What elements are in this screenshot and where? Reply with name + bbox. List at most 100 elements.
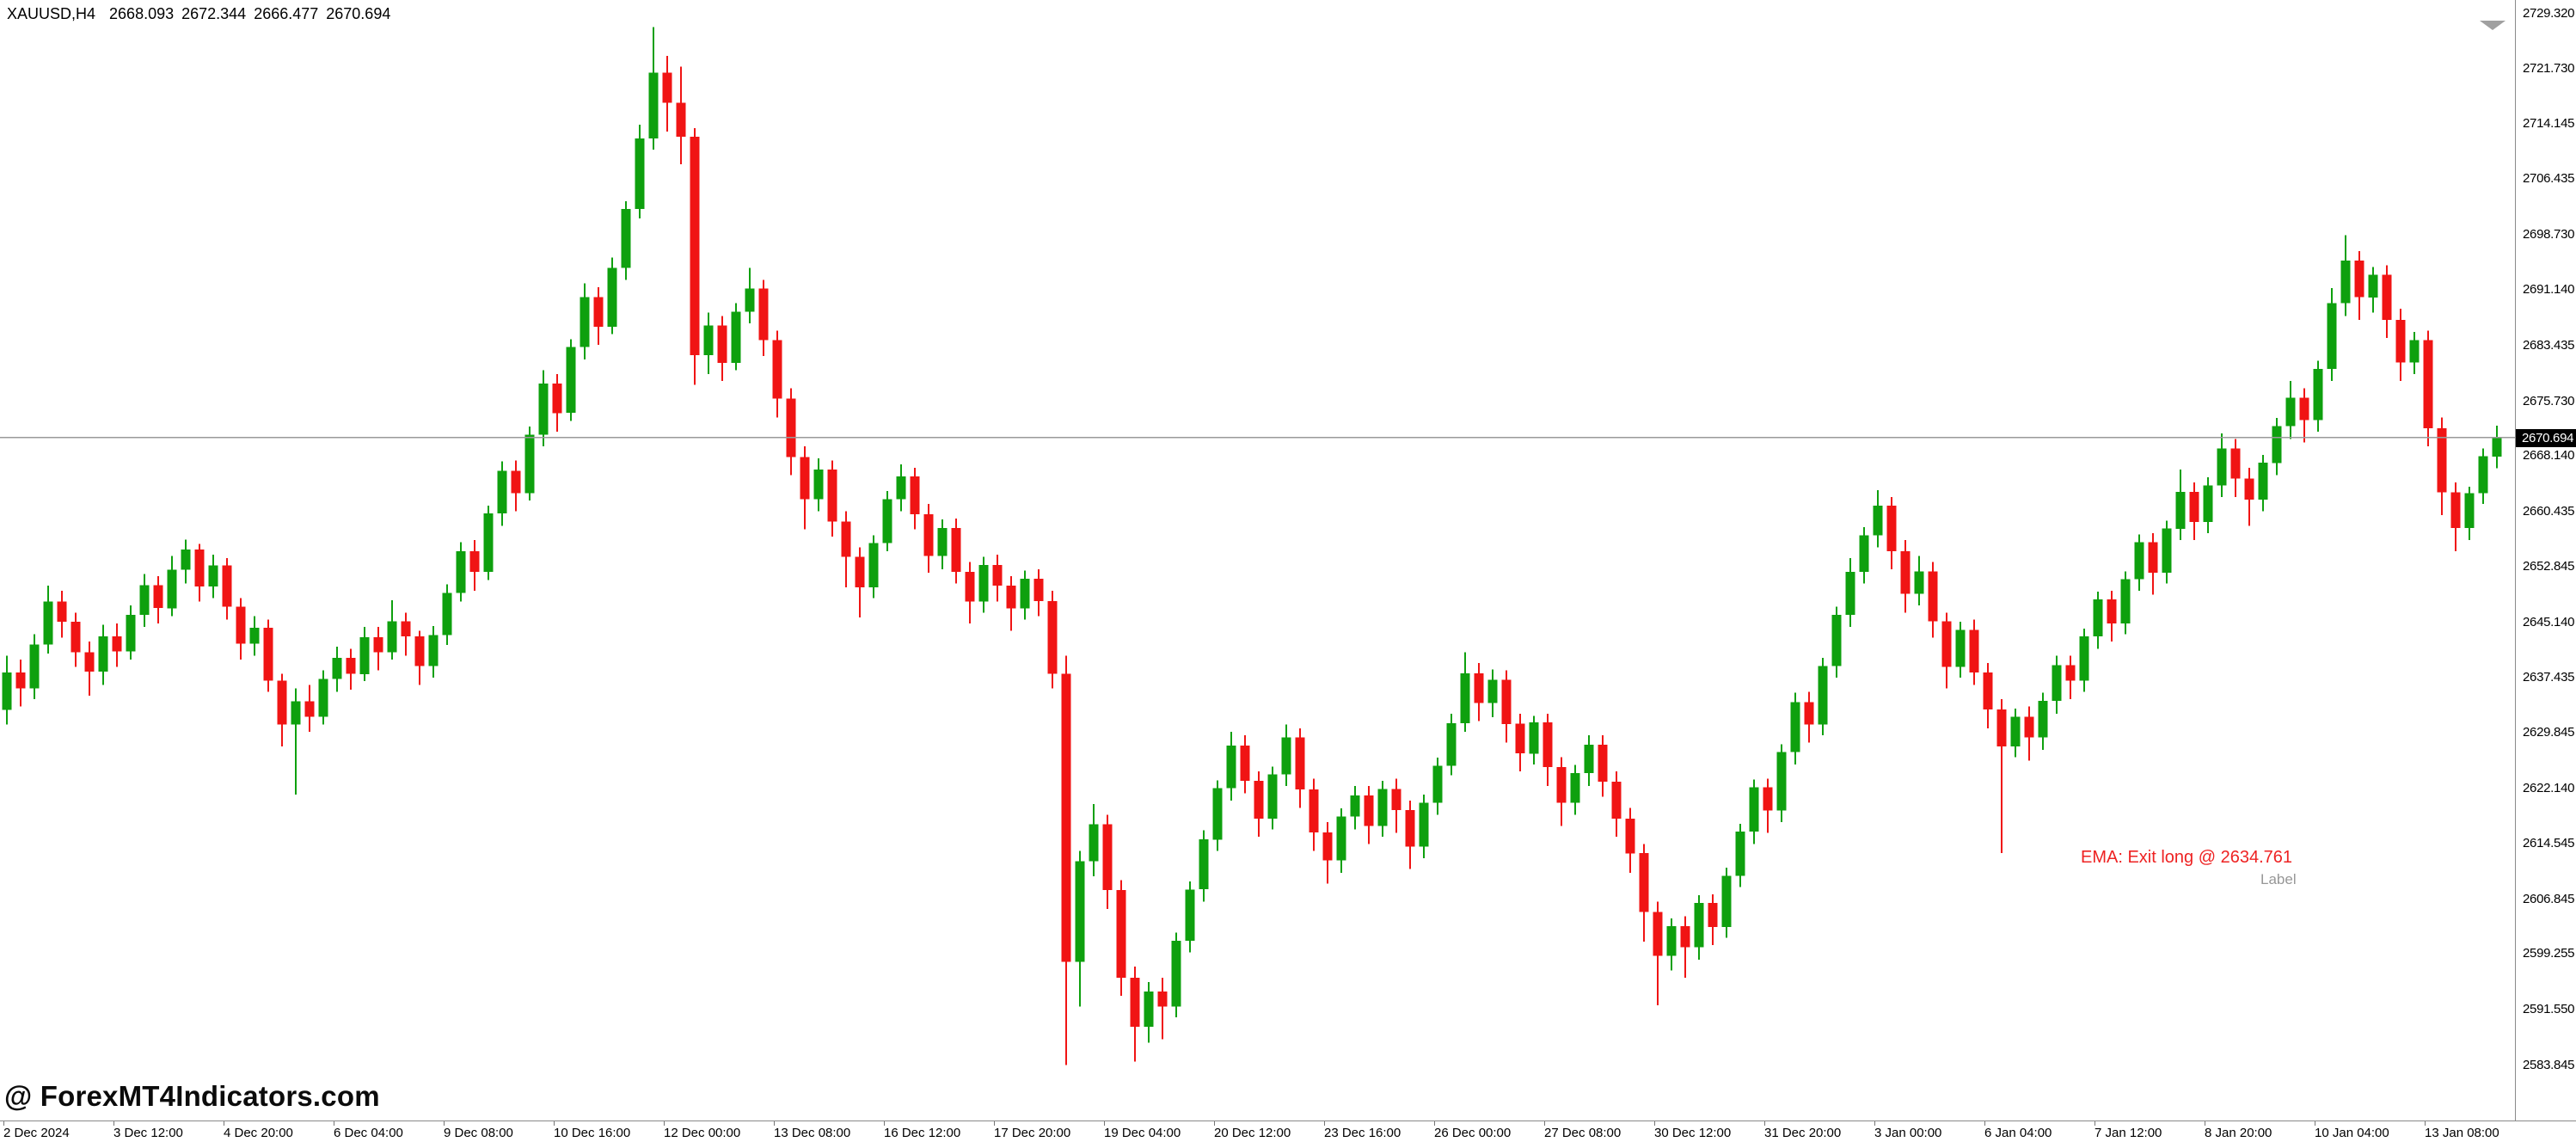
time-axis-tick [1544,1121,1545,1126]
candle [2464,487,2475,541]
candle [2354,250,2364,320]
candle [2065,655,2076,700]
time-axis-label: 20 Dec 12:00 [1214,1126,1291,1140]
current-price-tag: 2670.694 [2516,429,2576,447]
candle [937,519,948,569]
candlestick-chart[interactable] [0,0,2515,1121]
candle [1529,715,1539,764]
candle [1900,540,1911,613]
time-axis-label: 30 Dec 12:00 [1654,1126,1732,1140]
candle [2134,534,2144,591]
time-axis-tick [1214,1121,1215,1126]
candle [2258,455,2268,512]
candle [1983,663,1993,728]
candle [1199,830,1209,902]
candle [635,124,645,219]
candle [552,373,562,433]
candle [1515,714,1525,772]
candle [1130,967,1140,1062]
candle [1061,655,1071,1065]
candle [1831,606,1842,678]
candle [868,535,879,599]
candle [1474,663,1484,721]
candle [2382,265,2392,338]
candle [2024,706,2034,761]
candle [511,460,521,512]
candle [1776,744,1787,823]
candle [813,458,824,512]
price-axis-label: 2691.140 [2523,282,2575,297]
candle [497,461,507,526]
candle [208,555,218,599]
candle [607,257,617,335]
chart-shift-marker[interactable] [2480,21,2505,30]
time-axis-tick [1654,1121,1655,1126]
time-axis-label: 7 Jan 12:00 [2095,1126,2162,1140]
time-axis-tick [884,1121,885,1126]
candle [1873,490,1883,548]
price-axis-label: 2583.845 [2523,1058,2575,1072]
time-axis[interactable]: 2 Dec 2024 3 Dec 12:00 4 Dec 20:00 6 Dec 04… [0,1121,2576,1142]
candle [318,670,328,725]
candle [1790,692,1800,764]
candle [965,562,975,623]
candle [1281,724,1291,786]
candle [690,128,700,385]
candle [910,468,920,530]
candle [277,673,287,746]
candle [1254,771,1264,837]
candle [648,27,659,150]
price-axis[interactable]: 2670.694 2729.320 2721.730 2714.145 2706.43… [2516,0,2576,1121]
candle [2,655,12,725]
trade-exit-annotation[interactable]: EMA: Exit long @ 2634.761 [2081,848,2292,867]
price-axis-label: 2622.140 [2523,781,2575,795]
time-axis-label: 17 Dec 20:00 [994,1126,1071,1140]
candle [1295,728,1305,808]
time-axis-label: 2 Dec 2024 [3,1126,70,1140]
time-axis-tick [1324,1121,1325,1126]
candle [2492,426,2502,469]
candle [1680,916,1690,978]
price-axis-label: 2729.320 [2523,6,2575,21]
candle [2175,469,2186,541]
trade-annotation-object-label[interactable]: Label [2260,871,2297,887]
candle [1625,807,1635,873]
candle [1763,778,1773,833]
candle [414,630,425,685]
candle [304,685,315,732]
candle [2478,448,2488,505]
candle [621,200,631,280]
watermark-forexmt4indicators: @ ForexMT4Indicators.com [4,1080,380,1112]
price-axis-label: 2606.845 [2523,892,2575,906]
candle [249,616,260,656]
time-axis-tick [3,1121,4,1126]
candle [1845,558,1855,628]
candle [1460,652,1470,732]
time-axis-label: 13 Dec 08:00 [774,1126,851,1140]
candle [2217,433,2227,497]
candle [1226,732,1236,801]
price-axis-label: 2721.730 [2523,61,2575,76]
candle [2313,360,2323,433]
candle [2093,591,2103,649]
price-axis-label: 2652.845 [2523,559,2575,574]
candle [1914,556,1924,605]
candle [1047,591,1058,689]
time-axis-label: 26 Dec 00:00 [1434,1126,1512,1140]
candle [401,612,411,656]
candle [1543,714,1553,786]
time-axis-tick [774,1121,775,1126]
candle [2010,709,2021,758]
candle [1432,758,1443,815]
candle [992,555,1003,602]
candle [566,339,576,421]
candle [1653,901,1663,1005]
candle [1721,868,1732,938]
candle [580,283,590,359]
chart-canvas[interactable]: XAUUSD,H4 2668.093 2672.344 2666.477 2670.69… [0,0,2515,1121]
candle [896,464,906,512]
candle [1928,562,1938,638]
candle [469,540,480,591]
candle [29,634,40,700]
time-axis-label: 13 Jan 08:00 [2425,1126,2499,1140]
